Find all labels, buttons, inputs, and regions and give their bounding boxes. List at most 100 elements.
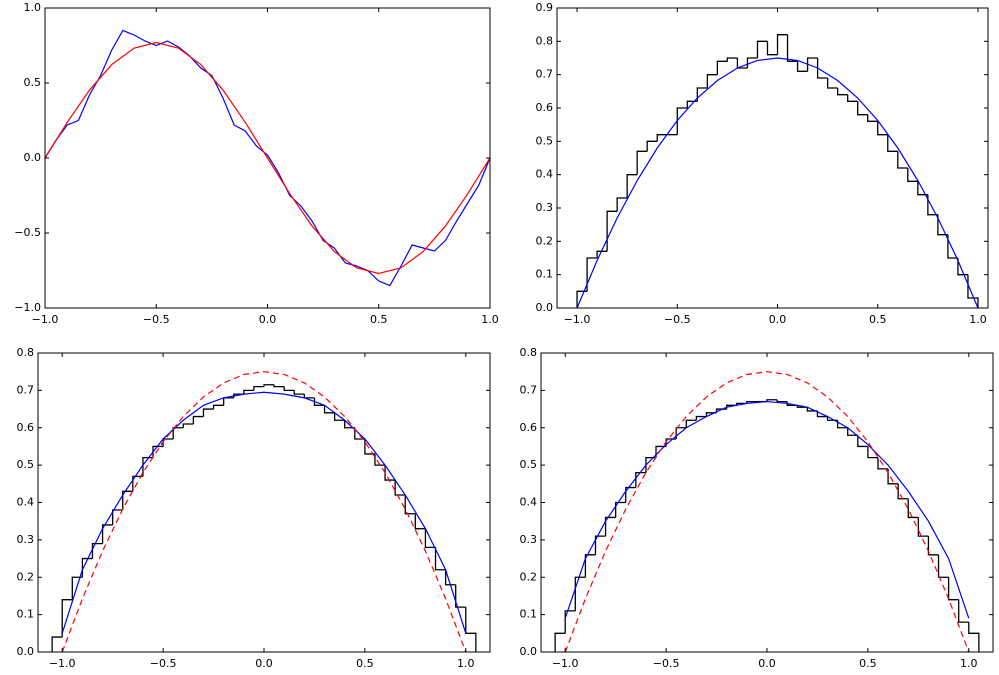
histogram-step [222, 397, 234, 406]
histogram-step [444, 569, 456, 586]
histogram-step [61, 599, 73, 638]
histogram-step [554, 632, 566, 652]
histogram-step [897, 483, 909, 500]
histogram-step [968, 622, 980, 652]
histogram-step [424, 528, 436, 548]
curve [564, 371, 970, 652]
histogram-step [283, 386, 295, 392]
x-tick-label: −0.5 [143, 313, 170, 326]
histogram-step [736, 402, 747, 406]
histogram-step [937, 214, 948, 236]
histogram-step [243, 389, 254, 395]
histogram-step [182, 423, 194, 428]
histogram-step [202, 408, 214, 417]
histogram-step [152, 445, 164, 458]
histogram-step [455, 584, 466, 608]
x-tick-label: 1.0 [969, 313, 987, 326]
histogram-step [746, 400, 757, 404]
curve [564, 400, 970, 619]
x-tick-label: 0.0 [769, 313, 787, 326]
histogram-step [636, 150, 648, 175]
curve [576, 57, 979, 308]
subplot: −1.0 −0.5 0.0 0.5 1.0 0.0 0.1 0.2 0.3 0.4 0.5 0.6 0.… [520, 346, 994, 670]
histogram-step [907, 168, 918, 182]
y-tick-label: 0.3 [536, 201, 554, 214]
histogram-step [937, 554, 949, 578]
y-tick-label: 0.2 [520, 570, 538, 583]
x-tick-label: −1.0 [552, 657, 579, 670]
histogram-step [253, 385, 264, 391]
y-tick-label: 0.0 [520, 645, 538, 658]
histogram-step [766, 399, 778, 402]
x-tick-label: −1.0 [49, 657, 76, 670]
histogram-step [655, 445, 667, 458]
histogram-step [122, 490, 133, 510]
histogram-step [695, 415, 707, 421]
x-tick-label: −0.5 [664, 313, 691, 326]
histogram-step [384, 465, 396, 481]
histogram-step [596, 250, 608, 258]
x-tick-label: 0.5 [370, 313, 388, 326]
y-tick-label: 0.7 [520, 383, 538, 396]
y-tick-label: 0.3 [17, 533, 35, 546]
histogram-step [887, 134, 898, 152]
histogram-step [354, 427, 365, 440]
histogram-step [685, 419, 697, 428]
histogram-step [786, 401, 798, 406]
y-tick-label: 0.8 [520, 346, 538, 359]
histogram-step [414, 513, 426, 530]
y-tick-label: 0.8 [17, 346, 35, 359]
x-tick-label: 0.5 [356, 657, 374, 670]
y-tick-label: 0.4 [520, 496, 538, 509]
x-tick-label: 1.0 [457, 657, 475, 670]
y-tick-label: −0.5 [14, 226, 41, 239]
axes-frame [37, 352, 491, 653]
y-tick-label: 0.5 [24, 76, 42, 89]
histogram-step [857, 435, 868, 448]
curve [61, 391, 467, 634]
histogram-step [333, 412, 345, 421]
y-tick-label: 0.4 [17, 496, 35, 509]
histogram-step [172, 427, 184, 439]
histogram-step [132, 475, 143, 492]
y-tick-label: 0.0 [24, 151, 42, 164]
x-tick-label: 1.0 [481, 313, 499, 326]
histogram-step [917, 181, 928, 196]
histogram-step [826, 78, 838, 89]
curve [61, 371, 467, 652]
histogram-step [967, 274, 979, 308]
y-tick-label: 1.0 [24, 1, 42, 14]
histogram-step [615, 501, 626, 518]
histogram-step [364, 438, 375, 455]
histogram-step [404, 495, 416, 515]
histogram-step [676, 107, 688, 135]
histogram-step [716, 60, 728, 75]
histogram-step [927, 536, 939, 556]
plot-area [576, 34, 979, 308]
y-tick-label: 0.3 [520, 533, 538, 546]
y-tick-label: 0.5 [17, 458, 35, 471]
y-tick-label: 0.7 [536, 68, 554, 81]
histogram-step [465, 607, 477, 652]
y-tick-label: −1.0 [14, 301, 41, 314]
histogram-step [574, 576, 586, 611]
histogram-step [796, 61, 808, 72]
histogram-step [917, 517, 929, 537]
x-tick-label: 0.0 [758, 657, 776, 670]
x-tick-label: −1.0 [32, 313, 59, 326]
subplot: −1.0 −0.5 0.0 0.5 1.0 −1.0 −0.5 0.0 0.5 1.0 [14, 1, 498, 326]
x-tick-label: 1.0 [960, 657, 978, 670]
histogram-step [907, 498, 919, 519]
curve [45, 41, 490, 275]
histogram-step [71, 576, 83, 600]
histogram-step [101, 524, 113, 544]
plot-area [554, 371, 980, 652]
x-tick-label: 0.5 [869, 313, 887, 326]
y-tick-label: 0.6 [536, 101, 554, 114]
histogram-step [776, 34, 788, 55]
histogram-step [616, 197, 628, 212]
x-tick-label: 0.0 [259, 313, 277, 326]
y-tick-label: 0.2 [17, 570, 35, 583]
histogram-step [564, 610, 576, 634]
